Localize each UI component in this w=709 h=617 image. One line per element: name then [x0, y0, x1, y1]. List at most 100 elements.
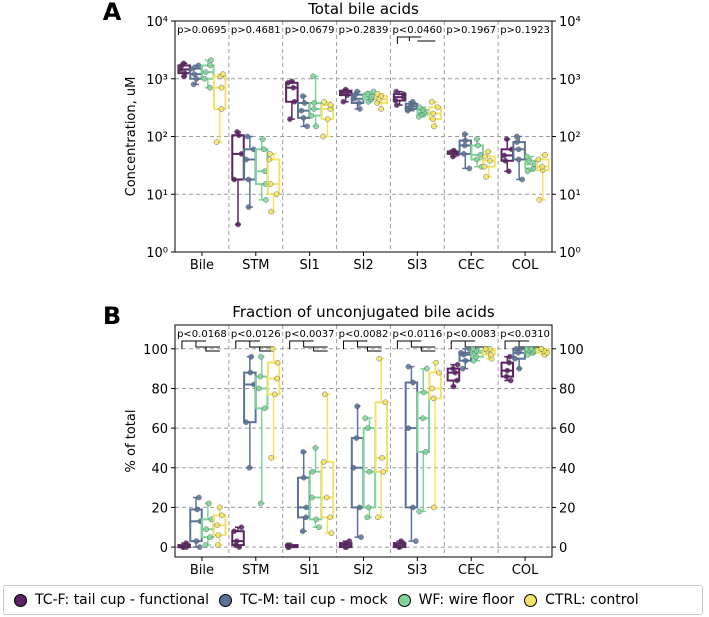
sample-point — [208, 57, 214, 63]
sample-point — [247, 369, 254, 376]
panel-b-pvalue: p<0.0310 — [500, 329, 550, 340]
sample-point — [287, 116, 293, 122]
sample-point — [213, 139, 220, 145]
panel-b-sig-bracket — [289, 340, 328, 352]
sample-point — [218, 84, 225, 91]
panel-b-box-tc-m — [296, 449, 311, 535]
figure: A Total bile acids 10⁰ 10⁰ 10¹ 10¹ 10² 10² 10³ 10… — [103, 0, 584, 578]
panel-a-box-ctrl — [535, 152, 550, 203]
sample-point — [505, 168, 512, 175]
sample-point — [299, 528, 306, 535]
panel-b-xtick-label: COL — [512, 563, 539, 578]
box-body — [296, 476, 311, 519]
sample-point — [461, 142, 468, 149]
panel-a-ytick-label-left: 10² — [146, 131, 168, 146]
sample-point — [420, 389, 427, 396]
sample-point — [304, 123, 311, 130]
sample-point — [382, 399, 389, 406]
sample-point — [436, 369, 442, 376]
sample-point — [357, 106, 363, 112]
panel-b-ytick-label-left: 80 — [151, 382, 168, 397]
panel-a-box-tc-f — [177, 60, 191, 80]
panel-b-sig-bracket — [343, 340, 382, 352]
panel-a-ytick-label-right: 10⁴ — [559, 15, 581, 30]
panel-b-box-wf — [523, 345, 538, 358]
sample-point — [356, 100, 362, 106]
sample-point — [398, 538, 404, 544]
sample-point — [311, 106, 317, 112]
panel-a-xtick-label: SI2 — [353, 258, 373, 273]
panel-b-ytick-label-right: 40 — [559, 462, 576, 477]
panel-a-box-tc-f — [231, 129, 245, 228]
box-body — [189, 508, 203, 543]
panel-a-box-tc-f — [500, 136, 515, 175]
panel-b-box-ctrl — [482, 345, 496, 362]
sample-point — [179, 544, 186, 550]
sample-point — [218, 106, 225, 112]
sample-point — [260, 136, 266, 142]
legend-marker-tcm — [219, 593, 233, 607]
sample-point — [515, 156, 522, 163]
sample-point — [434, 104, 441, 111]
legend-item-wf: WF: wire floor — [397, 592, 514, 608]
panel-a-box-wf — [201, 57, 215, 91]
sample-point — [422, 449, 429, 455]
sample-point — [299, 93, 306, 99]
panel-a-box-wf — [362, 88, 377, 105]
sample-point — [450, 365, 456, 372]
sample-point — [429, 98, 435, 105]
sample-point — [539, 163, 545, 170]
panel-b-xtick-label: SI2 — [353, 563, 373, 578]
panel-a-box-wf — [523, 153, 538, 175]
panel-b-pvalue: p<0.0126 — [231, 329, 281, 340]
legend: TC-F: tail cup - functional TC-M: tail c… — [3, 585, 703, 615]
panel-a-box-wf — [254, 136, 269, 203]
sample-point — [321, 391, 328, 398]
sample-point — [424, 365, 430, 372]
sample-point — [346, 538, 353, 544]
panel-a-title: Total bile acids — [307, 0, 419, 18]
panel-a-letter: A — [103, 0, 122, 26]
panel-a-box-ctrl — [266, 151, 281, 215]
sample-point — [267, 181, 274, 187]
sample-point — [502, 157, 509, 164]
panel-b-pvalue: p<0.0082 — [339, 329, 389, 340]
panel-a-ytick-label-right: 10³ — [559, 73, 581, 88]
panel-b-box-tc-m — [404, 363, 419, 544]
sample-point — [196, 544, 203, 550]
panel-b-box-wf — [254, 353, 269, 507]
sample-point — [201, 75, 208, 82]
panel-a-box-ctrl — [320, 98, 335, 140]
panel-b-box-tc-f — [231, 524, 245, 550]
panel-a-pvalue: p>0.2839 — [339, 25, 389, 36]
panel-b-ylabel: % of total — [124, 410, 139, 473]
sample-point — [504, 367, 511, 374]
sample-point — [356, 504, 363, 511]
legend-marker-wf — [397, 593, 411, 607]
sample-point — [262, 168, 268, 175]
sample-point — [268, 455, 274, 461]
sample-point — [194, 506, 201, 513]
sample-point — [181, 70, 188, 77]
sample-point — [430, 504, 437, 511]
panel-b-ytick-label-left: 0 — [160, 541, 168, 556]
panel-b-xtick-label: SI3 — [407, 563, 427, 578]
sample-point — [462, 137, 469, 144]
panel-a-ytick-label-right: 10⁰ — [559, 246, 581, 261]
sample-point — [405, 425, 412, 431]
panel-a-box-tc-m — [243, 133, 257, 210]
sample-point — [482, 153, 489, 160]
sample-point — [327, 102, 334, 108]
panel-a-box-ctrl — [428, 98, 442, 130]
panel-a-xtick-label: Bile — [190, 258, 214, 273]
panel-b-box-wf — [470, 345, 484, 364]
sample-point — [475, 142, 481, 149]
sample-point — [524, 351, 531, 358]
box-body — [428, 371, 442, 400]
sample-point — [513, 133, 520, 140]
panel-a-box-tc-m — [189, 62, 203, 88]
sample-point — [271, 391, 278, 398]
legend-label-ctrl: CTRL: control — [545, 592, 639, 608]
sample-point — [507, 377, 514, 384]
sample-point — [454, 361, 461, 368]
